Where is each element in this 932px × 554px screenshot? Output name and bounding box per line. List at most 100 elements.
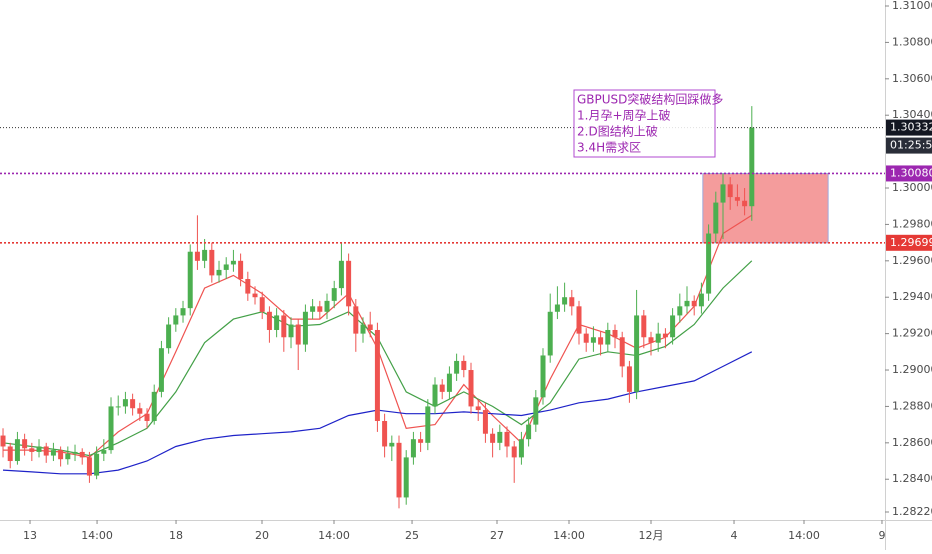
candle-body [230, 260, 236, 265]
candle-body [749, 127, 755, 207]
x-tick-label: 14:00 [318, 529, 350, 542]
axes: 1.31000 1.30800 1.30600 1.30400 1.30000 1.298… [23, 0, 932, 542]
candle-body [151, 391, 157, 421]
candle-body [79, 451, 85, 458]
candle-body [0, 435, 6, 447]
candle-body [554, 304, 560, 312]
candle-body [317, 306, 323, 312]
candle-body [612, 329, 618, 338]
candle-body [108, 406, 114, 451]
candle-body [194, 251, 200, 261]
candle-body [144, 413, 150, 421]
candle-body [425, 406, 431, 443]
plot-area [0, 106, 885, 509]
candle-body [374, 329, 380, 421]
x-tick-label: 18 [169, 529, 183, 542]
candle-body [432, 384, 438, 407]
annotation-line: GBPUSD突破结构回踩做多 [577, 92, 723, 107]
countdown-label: 01:25:57 [890, 139, 932, 152]
candle-body [209, 249, 215, 276]
candle-body [346, 260, 352, 307]
candle-body [468, 370, 474, 407]
candle-body [252, 293, 258, 298]
candle-body [439, 384, 445, 392]
candle-body [713, 202, 719, 234]
candle-body [670, 315, 676, 338]
candle-body [166, 324, 172, 349]
candle-body [382, 420, 388, 447]
y-tick-label: 1.28800 [892, 399, 932, 412]
candle-body [259, 297, 265, 312]
annotation-line: 3.4H需求区 [577, 141, 641, 155]
candle-body [94, 453, 100, 476]
candle-body [518, 439, 524, 458]
demand-zone [702, 172, 829, 244]
y-tick-label: 1.30400 [892, 108, 932, 121]
candle-body [461, 360, 467, 371]
y-tick-label: 1.29400 [892, 290, 932, 303]
level-label-box [886, 165, 932, 182]
candle-body [403, 457, 409, 498]
candle-body [598, 337, 604, 345]
y-tick-label: 1.28400 [892, 472, 932, 485]
candle-body [605, 329, 611, 345]
y-tick-label: 1.28220 [892, 505, 932, 518]
candle-body [619, 337, 625, 367]
candle-body [187, 251, 193, 309]
candle-body [418, 439, 424, 443]
candle-body [454, 360, 460, 374]
y-tick-label: 1.29200 [892, 327, 932, 340]
candle-body [216, 269, 222, 276]
y-tick-label: 1.30800 [892, 35, 932, 48]
countdown-label-box [886, 137, 932, 154]
candle-body [7, 446, 13, 462]
candle-body [367, 324, 373, 330]
candle-body [641, 315, 647, 338]
candle-body [734, 197, 740, 201]
candle-body [662, 333, 668, 338]
candle-body [698, 293, 704, 307]
x-tick-label: 4 [731, 529, 738, 542]
candle-body [360, 324, 366, 334]
candle-body [310, 306, 316, 312]
x-tick-label: 12月 [639, 529, 664, 542]
candle-body [648, 337, 654, 343]
candle-body [446, 373, 452, 392]
candle-body [101, 450, 107, 454]
candle-body [684, 300, 690, 307]
candle-body [14, 439, 20, 462]
candle-body [410, 439, 416, 458]
candle-body [281, 315, 287, 338]
candle-body [504, 431, 510, 447]
candle-body [569, 297, 575, 307]
annotation-line: 1.月孕+周孕上破 [577, 108, 671, 123]
candle-body [302, 311, 308, 345]
candle-body [238, 260, 244, 280]
annotation-line: 2.D图结构上破 [577, 124, 658, 139]
candle-body [742, 200, 748, 207]
y-tick-label: 1.30000 [892, 181, 932, 194]
x-tick-label: 14:00 [553, 529, 585, 542]
candle-body [497, 431, 503, 443]
y-tick-label: 1.29000 [892, 363, 932, 376]
current-price-label: 1.30332 [890, 121, 932, 134]
candle-body [65, 453, 71, 460]
candle-body [691, 300, 697, 307]
x-tick-label: 13 [23, 529, 37, 542]
candle-body [677, 306, 683, 316]
candle-body [338, 260, 344, 289]
candle-body [547, 311, 553, 356]
candle-body [727, 184, 733, 198]
x-tick-label: 25 [405, 529, 419, 542]
candle-body [245, 279, 251, 294]
candle-body [202, 249, 208, 261]
x-tick-label: 14:00 [788, 529, 820, 542]
candle-body [331, 288, 337, 301]
candle-body [396, 442, 402, 498]
candle-body [389, 442, 395, 447]
y-tick-label: 1.29600 [892, 254, 932, 267]
candle-body [86, 457, 92, 476]
candle-body [655, 333, 661, 343]
